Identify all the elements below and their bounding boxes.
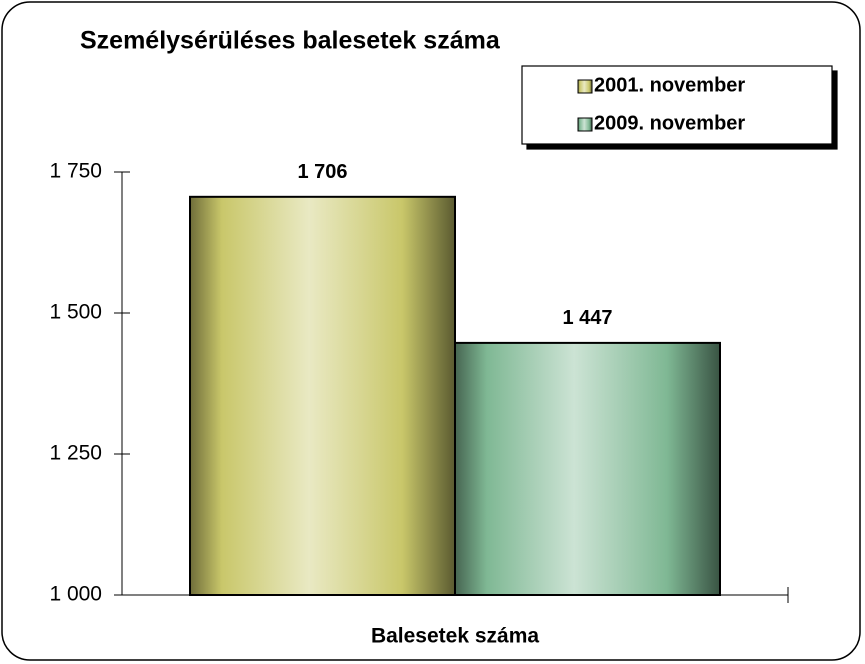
chart-title: Személysérüléses balesetek száma [80, 27, 501, 55]
bar [454, 341, 721, 596]
legend-box [521, 65, 833, 145]
x-axis-label: Balesetek száma [371, 625, 539, 648]
data-label: 1 447 [562, 307, 612, 329]
legend-swatch [577, 79, 593, 94]
legend-label: 2001. november [594, 74, 745, 96]
y-tick-label: 1 250 [49, 442, 102, 465]
y-tick-label: 1 000 [49, 583, 102, 606]
data-label: 1 706 [297, 161, 347, 183]
y-tick-label: 1 500 [49, 301, 102, 324]
legend-label: 2009. november [594, 112, 745, 134]
bar [189, 195, 456, 596]
y-tick-label: 1 750 [49, 160, 102, 183]
legend-swatch [577, 117, 593, 132]
